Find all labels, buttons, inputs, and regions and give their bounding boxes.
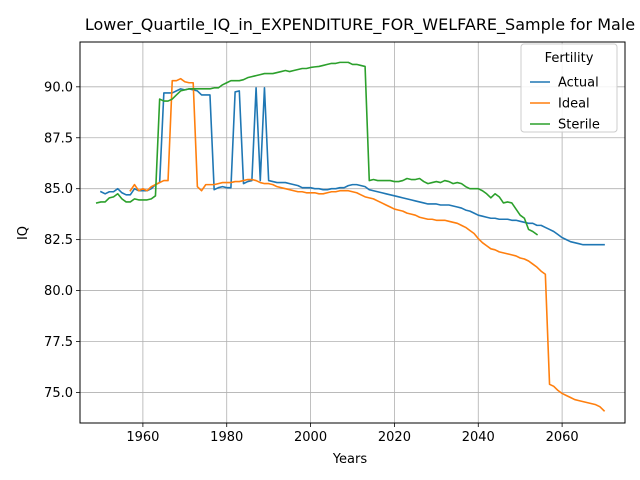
legend: Fertility Actual Ideal Sterile [520, 43, 618, 133]
legend-label-sterile: Sterile [558, 118, 600, 133]
legend-label-actual: Actual [558, 76, 599, 91]
series-group [95, 61, 606, 412]
y-tick-label: 80.0 [44, 284, 73, 299]
chart-title: Lower_Quartile_IQ_in_EXPENDITURE_FOR_WEL… [85, 15, 635, 35]
x-tick-label: 2040 [462, 430, 495, 445]
y-tick-label: 90.0 [44, 80, 73, 95]
x-tick-label: 2020 [378, 430, 411, 445]
y-axis-label: IQ [16, 226, 31, 240]
y-tick-label: 75.0 [44, 386, 73, 401]
y-tick-label: 77.5 [44, 335, 73, 350]
x-tick-label: 2060 [546, 430, 579, 445]
legend-frame [520, 43, 618, 133]
x-axis-label: Years [332, 452, 368, 467]
y-tick-label: 87.5 [44, 131, 73, 146]
legend-label-ideal: Ideal [558, 97, 590, 112]
y-tick-label: 82.5 [44, 233, 73, 248]
x-tick-label: 1960 [126, 430, 159, 445]
legend-title: Fertility [545, 51, 594, 66]
series-line-ideal [129, 77, 606, 412]
x-tick-label: 1980 [210, 430, 243, 445]
y-tick-label: 85.0 [44, 182, 73, 197]
series-line-sterile [95, 61, 539, 236]
x-tick-label: 2000 [294, 430, 327, 445]
plot-frame [79, 41, 626, 424]
y-axis: 75.0 77.5 80.0 82.5 85.0 87.5 90.0 [44, 80, 80, 401]
x-axis: 1960 1980 2000 2020 2040 2060 [126, 423, 579, 445]
